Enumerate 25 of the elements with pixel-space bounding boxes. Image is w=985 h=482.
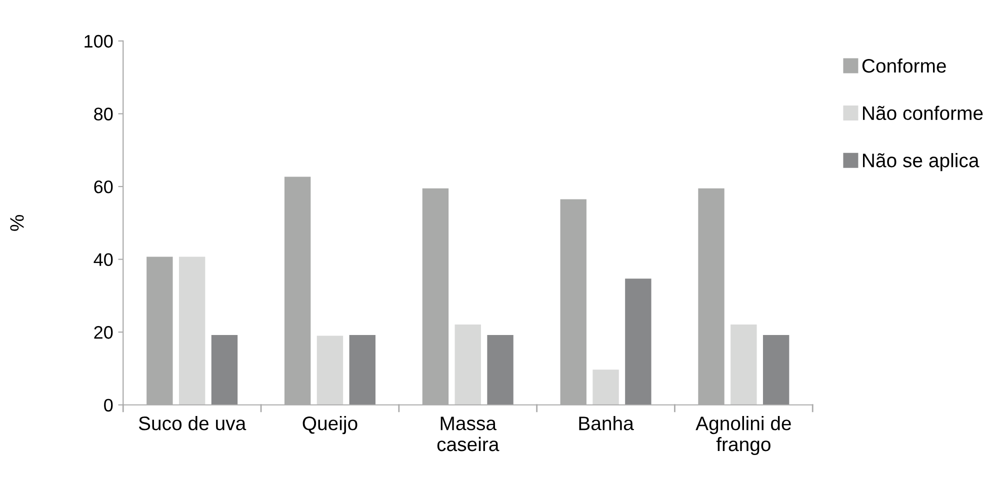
x-tick-label: Agnolini de frango (696, 416, 791, 456)
x-tick-label: Banha (579, 416, 634, 430)
bar (316, 336, 344, 405)
bar (625, 278, 652, 405)
y-tick-label: 60 (94, 180, 113, 194)
x-tick-label: Massa caseira (437, 416, 500, 452)
y-tick-label: 0 (104, 398, 113, 412)
bar (178, 256, 206, 405)
x-tick-label: Suco de uva (138, 416, 246, 430)
legend-label: Não se aplica (863, 153, 980, 172)
bar (730, 324, 757, 405)
bar (762, 335, 790, 405)
bar (349, 335, 376, 405)
y-axis-title: % (10, 214, 24, 231)
bar (592, 370, 619, 405)
x-tick-label: Queijo (302, 416, 358, 434)
y-tick-label: 20 (94, 326, 113, 339)
y-tick-label: 100 (84, 34, 113, 48)
y-tick-label: 40 (94, 253, 113, 266)
bar (487, 335, 514, 405)
bar (211, 335, 238, 405)
legend-label: Não conforme (863, 106, 983, 120)
y-tick-label: 80 (94, 108, 113, 120)
bar (454, 324, 481, 405)
legend-label: Conforme (862, 58, 946, 73)
